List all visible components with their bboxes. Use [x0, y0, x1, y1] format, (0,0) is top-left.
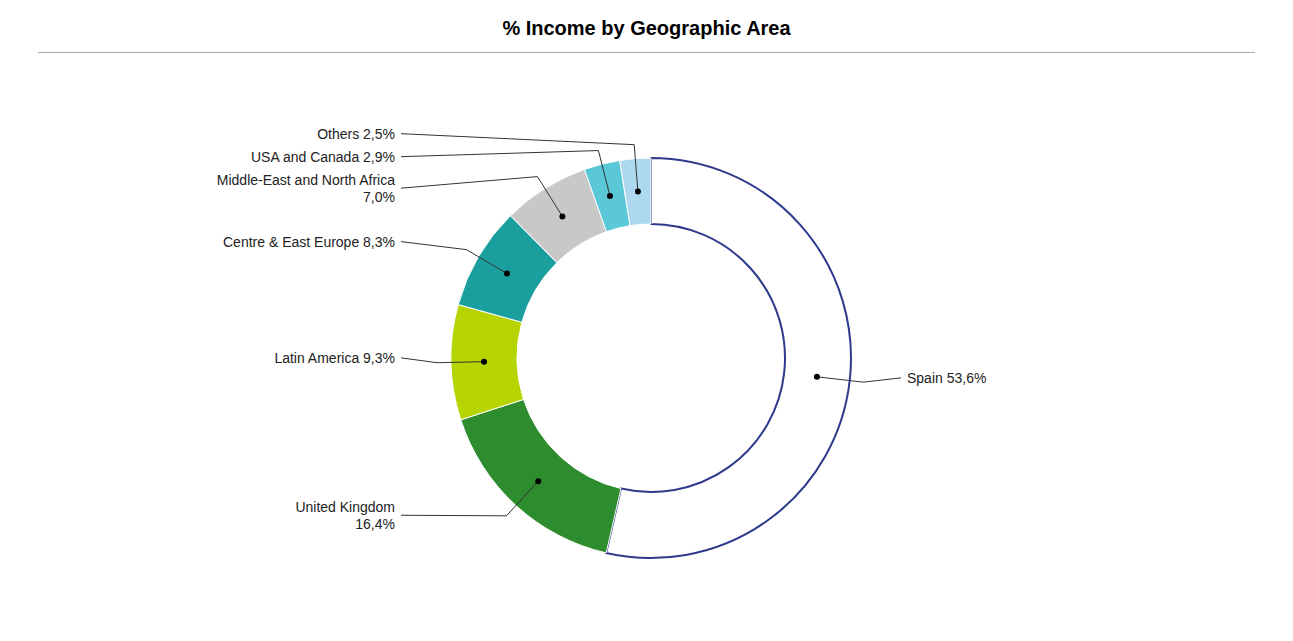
html-text:% Income by Geographic Area: % Income by Geographic Area	[502, 17, 791, 39]
svg-text:Middle-East and North Africa7,: Middle-East and North Africa7,0%	[217, 172, 395, 205]
svg-text:Latin America 9,3%: Latin America 9,3%	[274, 350, 395, 366]
svg-text:Spain 53,6%: Spain 53,6%	[907, 370, 986, 386]
svg-text:USA and Canada 2,9%: USA and Canada 2,9%	[251, 149, 395, 165]
svg-text:United Kingdom16,4%: United Kingdom16,4%	[295, 499, 395, 532]
svg-text:Centre & East Europe 8,3%: Centre & East Europe 8,3%	[223, 234, 395, 250]
svg-text:Others 2,5%: Others 2,5%	[317, 126, 395, 142]
